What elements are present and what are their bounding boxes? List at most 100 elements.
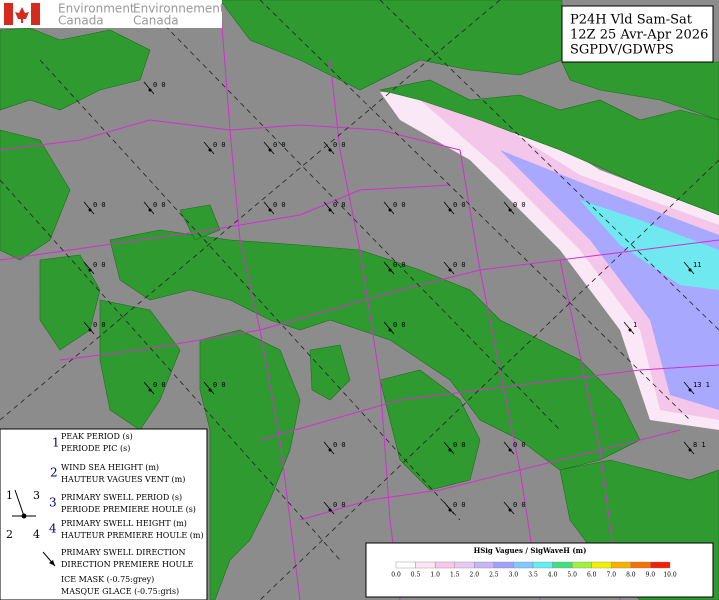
colorbar-swatch — [571, 561, 592, 569]
maple-leaf — [15, 7, 29, 23]
wave-zone — [500, 150, 719, 410]
colorbar-frame — [365, 542, 714, 598]
station-label: 0 0 — [93, 201, 106, 209]
station-barb — [383, 261, 395, 275]
station-barb — [323, 441, 335, 455]
diagram-number: 3 — [33, 489, 40, 502]
colorbar-swatch — [493, 561, 514, 569]
station-barb — [203, 141, 215, 155]
colorbar-swatch — [454, 561, 475, 569]
station-barb — [263, 141, 275, 155]
dashed-line — [0, 179, 341, 561]
station-barb — [443, 201, 455, 215]
station-barb — [143, 381, 155, 395]
station-label: 0 0 — [453, 261, 466, 269]
colorbar-title: HSig Vagues / SigWaveH (m) — [474, 546, 587, 555]
legend-text: HAUTEUR VAGUES VENT (m) — [61, 475, 185, 484]
station-label: 11 — [693, 261, 701, 269]
station-label: 0 0 — [393, 201, 406, 209]
station-dot — [508, 208, 512, 212]
colorbar-tick-label: 9.0 — [646, 572, 656, 579]
direction-arrowhead — [49, 560, 55, 566]
station-dot — [268, 148, 272, 152]
dashed-line — [139, 0, 561, 431]
station-dot — [448, 448, 452, 452]
station-dot — [508, 448, 512, 452]
wave-zone — [420, 100, 719, 420]
station-label: 0 0 — [333, 441, 346, 449]
station-label: 0 0 — [273, 201, 286, 209]
wave-zone — [380, 92, 719, 430]
legend-text: DIRECTION PREMIERE HOULE — [61, 560, 194, 569]
station-barb — [203, 381, 215, 395]
dashed-line — [259, 0, 691, 421]
station-label: 0 0 — [333, 141, 346, 149]
legend-text: PRIMARY SWELL DIRECTION — [61, 548, 185, 557]
colorbar-tick-label: 1.0 — [430, 572, 440, 579]
colorbar-tick-label: 2.0 — [470, 572, 480, 579]
diagram-shaft — [14, 489, 25, 517]
land — [309, 344, 351, 401]
station-barb — [263, 201, 275, 215]
logo-text: Canada — [58, 14, 104, 28]
zone-line — [219, 0, 301, 600]
station-label: 0 0 — [93, 321, 106, 329]
station-barb — [383, 201, 395, 215]
station-dot — [268, 208, 272, 212]
station-barb — [383, 321, 395, 335]
legend-number: 4 — [49, 522, 57, 536]
legend: 1 PEAK PERIOD (s) PERIODE PIC (s) 2 WIND… — [0, 428, 208, 600]
station-dot — [448, 268, 452, 272]
station-dot — [328, 508, 332, 512]
station-barb — [323, 501, 335, 515]
title-line: 12Z 25 Avr-Apr 2026 — [570, 28, 708, 43]
legend-number: 1 — [52, 436, 60, 450]
station-barb — [683, 381, 695, 395]
colorbar-swatch — [513, 561, 534, 569]
land — [379, 79, 719, 216]
diagram-number: 2 — [6, 528, 13, 541]
land — [0, 129, 71, 261]
station-barb — [443, 501, 455, 515]
station-barb — [503, 501, 515, 515]
zone-line — [59, 239, 719, 361]
land — [99, 299, 181, 431]
colorbar-tick-label: 6.0 — [587, 572, 597, 579]
dashed-line — [39, 59, 461, 521]
station-dot — [388, 208, 392, 212]
zone-line — [0, 184, 451, 261]
diagram-number: 4 — [33, 528, 40, 541]
station-dot — [328, 208, 332, 212]
legend-text: PEAK PERIOD (s) — [61, 432, 133, 441]
land — [179, 204, 221, 241]
station-label: 0 0 — [93, 261, 106, 269]
station-plots: 0 0 0 0 0 0 0 0 0 0 0 0 0 0 0 0 0 0 0 0 0 0 0 0 0 0 0… — [83, 81, 710, 515]
station-dot — [388, 268, 392, 272]
station-barb — [443, 441, 455, 455]
colorbar-tick-label: 0.5 — [411, 572, 421, 579]
station-label: 0 0 — [393, 261, 406, 269]
station-label: 0 0 — [213, 381, 226, 389]
colorbar-tick-label: 3.0 — [509, 572, 519, 579]
logo-text: Environnement — [133, 2, 225, 16]
station-label: 0 0 — [513, 501, 526, 509]
station-barb — [323, 141, 335, 155]
station-dot — [148, 388, 152, 392]
station-barb — [683, 261, 695, 275]
station-dot — [88, 268, 92, 272]
land — [199, 329, 301, 600]
legend-text: MASQUE GLACE (-0.75:gris) — [61, 587, 179, 596]
station-barb — [503, 201, 515, 215]
colorbar-tick-label: 1.5 — [450, 572, 460, 579]
station-dot — [448, 208, 452, 212]
station-label: 0 0 — [513, 441, 526, 449]
logo-text: Canada — [133, 14, 179, 28]
title-line: P24H Vld Sam-Sat — [570, 13, 693, 28]
colorbar-swatch — [630, 561, 651, 569]
legend-number: 3 — [49, 496, 57, 510]
station-label: 0 0 — [213, 141, 226, 149]
station-dot — [448, 508, 452, 512]
station-label: 0 0 — [273, 141, 286, 149]
colorbar-tick-label: 8.0 — [626, 572, 636, 579]
title-line: SGPDV/GDWPS — [570, 43, 674, 58]
